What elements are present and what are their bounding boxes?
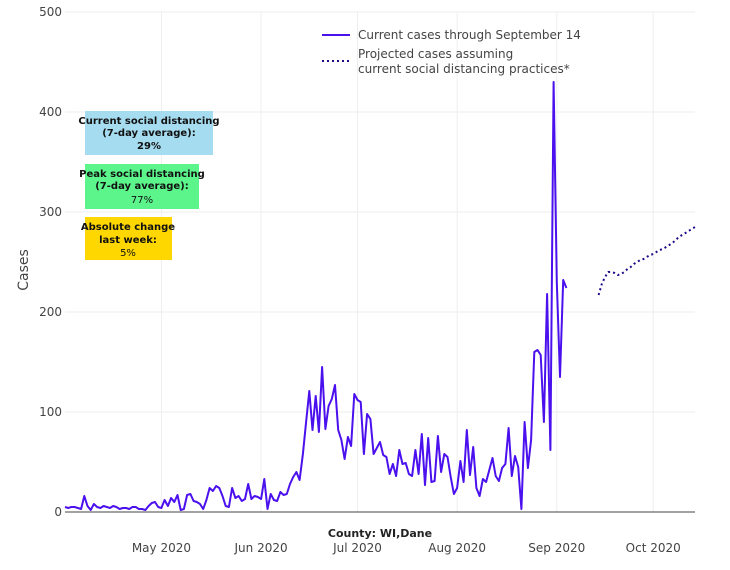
- y-tick-label: 500: [39, 5, 62, 19]
- info-box-peak: Peak social distancing (7-day average): …: [79, 164, 205, 209]
- info-box-change: Absolute change last week: 5%: [81, 217, 175, 260]
- info-box-current: Current social distancing (7-day average…: [78, 111, 220, 155]
- info-box-change-line1: Absolute change: [81, 222, 175, 233]
- y-tick-labels: 0 100 200 300 400 500: [39, 5, 62, 519]
- info-box-change-line2: last week:: [99, 235, 157, 246]
- legend-label-current: Current cases through September 14: [358, 28, 581, 42]
- county-label: County: WI,Dane: [328, 527, 432, 540]
- x-tick-label: Oct 2020: [626, 541, 681, 555]
- info-box-change-bg: [85, 217, 172, 260]
- y-tick-label: 400: [39, 105, 62, 119]
- legend[interactable]: Current cases through September 14 Proje…: [322, 28, 581, 76]
- y-axis-title: Cases: [16, 249, 32, 291]
- info-box-current-line1: Current social distancing: [78, 116, 219, 127]
- x-tick-label: May 2020: [132, 541, 191, 555]
- info-box-change-value: 5%: [120, 248, 136, 259]
- x-tick-label: Sep 2020: [528, 541, 585, 555]
- info-box-peak-line2: (7-day average):: [95, 181, 189, 192]
- info-box-current-bg: [85, 111, 213, 155]
- info-box-current-value: 29%: [137, 141, 161, 152]
- info-box-peak-bg: [85, 164, 199, 209]
- info-box-peak-line1: Peak social distancing: [79, 169, 205, 180]
- info-box-peak-value: 77%: [131, 195, 153, 206]
- series-line-current-cases: [64, 81, 568, 511]
- y-tick-label: 300: [39, 205, 62, 219]
- info-box-current-line2: (7-day average):: [102, 128, 196, 139]
- grid-lines: [65, 11, 695, 512]
- legend-label-projected: Projected cases assuming current social …: [358, 47, 570, 76]
- series-line-projected-cases: [597, 226, 696, 296]
- x-tick-label: Jul 2020: [332, 541, 382, 555]
- x-tick-labels: May 2020 Jun 2020 Jul 2020 Aug 2020 Sep 2020…: [132, 541, 681, 555]
- x-tick-label: Aug 2020: [428, 541, 486, 555]
- y-tick-label: 0: [54, 505, 62, 519]
- y-tick-label: 200: [39, 305, 62, 319]
- x-tick-label: Jun 2020: [234, 541, 288, 555]
- series-layer: [64, 81, 696, 511]
- y-tick-label: 100: [39, 405, 62, 419]
